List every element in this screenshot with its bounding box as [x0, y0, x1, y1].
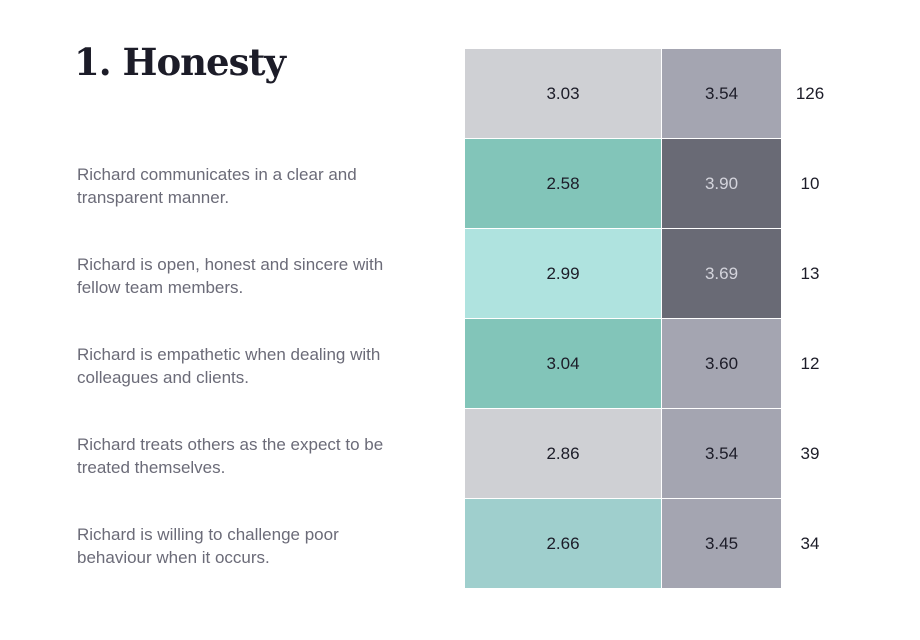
- response-count: 39: [800, 444, 820, 463]
- item-label: Richard is willing to challenge poor beh…: [77, 525, 339, 567]
- score-cell: 3.54: [662, 49, 781, 139]
- score-cell: 3.90: [662, 139, 781, 229]
- item-label: Richard treats others as the expect to b…: [77, 435, 384, 477]
- response-count: 13: [800, 264, 820, 283]
- response-count: 34: [800, 534, 820, 553]
- section-title: 1. Honesty: [74, 40, 286, 84]
- response-count: 10: [800, 174, 820, 193]
- score-cell: 2.99: [465, 229, 662, 319]
- score-cell: 3.60: [662, 319, 781, 409]
- item-label: Richard is open, honest and sincere with…: [77, 255, 384, 297]
- score-cell: 3.04: [465, 319, 662, 409]
- item-label: Richard is empathetic when dealing with …: [77, 345, 381, 387]
- score-cell: 3.69: [662, 229, 781, 319]
- response-count: 12: [800, 354, 820, 373]
- score-cell: 2.58: [465, 139, 662, 229]
- score-cell: 3.54: [662, 409, 781, 499]
- score-cell: 2.86: [465, 409, 662, 499]
- score-cell: 3.03: [465, 49, 662, 139]
- item-label: Richard communicates in a clear and tran…: [77, 165, 357, 207]
- score-cell: 3.45: [662, 499, 781, 589]
- response-count: 126: [795, 84, 825, 103]
- score-cell: 2.66: [465, 499, 662, 589]
